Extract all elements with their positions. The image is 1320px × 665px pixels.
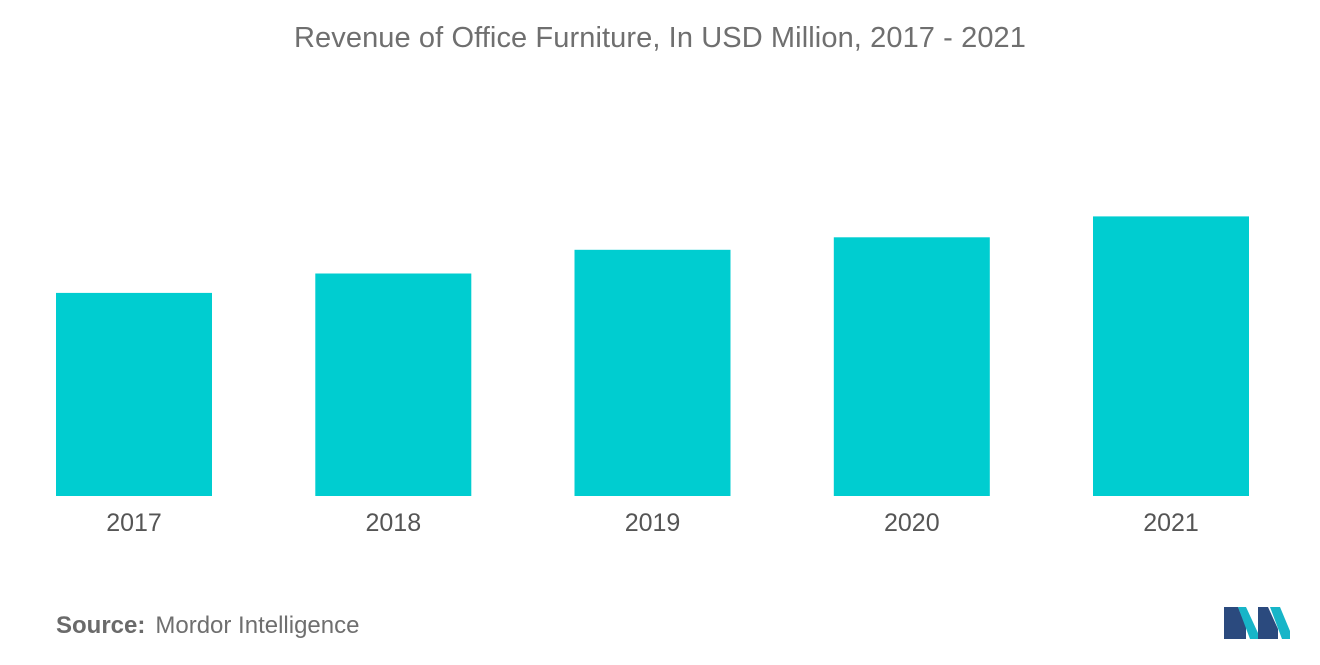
- x-axis-tick-labels: 2017 2018 2019 2020 2021: [106, 509, 1199, 537]
- bar-2018: [315, 273, 472, 496]
- bar-2021: [1093, 216, 1249, 496]
- source-value: Mordor Intelligence: [155, 612, 360, 639]
- source-note: Source: Mordor Intelligence: [56, 612, 359, 640]
- chart-title: Revenue of Office Furniture, In USD Mill…: [293, 22, 1027, 54]
- mordor-intelligence-logo-icon: [1224, 607, 1290, 639]
- x-tick-label-2021: 2021: [1143, 509, 1199, 537]
- bar-2020: [833, 237, 990, 497]
- bar-2019: [574, 249, 731, 496]
- x-tick-label-2019: 2019: [625, 509, 681, 537]
- bar-chart: 2017 2018 2019 2020 2021: [56, 216, 1249, 537]
- source-label: Source:: [56, 612, 146, 639]
- bar-2017: [56, 292, 212, 496]
- x-tick-label-2017: 2017: [106, 509, 162, 537]
- x-tick-label-2018: 2018: [365, 509, 421, 537]
- x-tick-label-2020: 2020: [884, 509, 940, 537]
- bar-group: [56, 216, 1249, 497]
